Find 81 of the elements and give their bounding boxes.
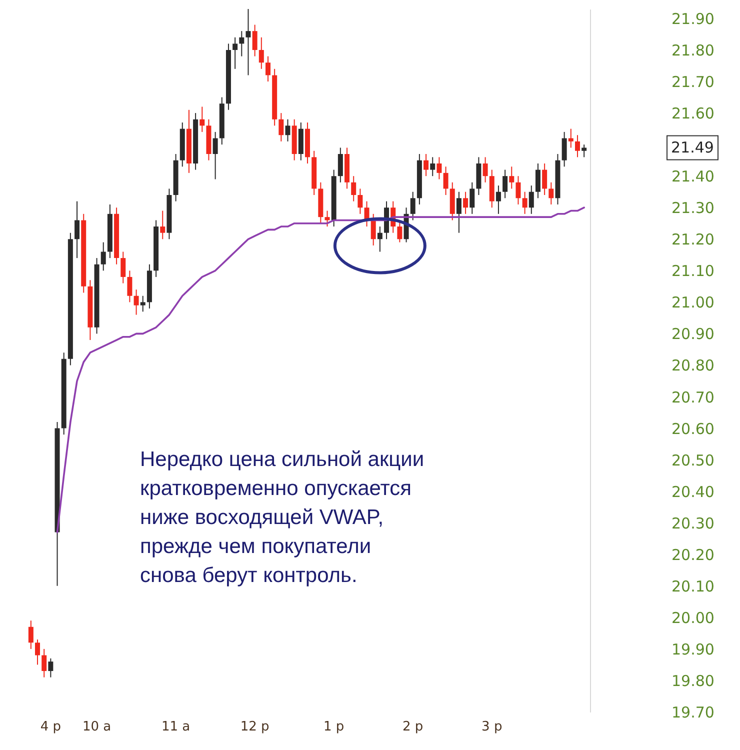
- candlestick: [74, 200, 80, 259]
- x-tick-label: 12 p: [240, 720, 270, 734]
- y-tick-label: 21.00: [672, 294, 714, 312]
- y-tick-label: 21.70: [672, 73, 714, 92]
- y-tick-label: 19.80: [672, 672, 714, 690]
- candlestick: [528, 185, 534, 214]
- y-tick-label: 21.60: [672, 104, 714, 123]
- y-tick-label: 19.70: [672, 704, 714, 722]
- candlestick: [542, 162, 548, 196]
- y-tick-label: 20.30: [672, 514, 714, 532]
- y-tick-label: 21.10: [672, 262, 714, 280]
- candlestick: [377, 226, 382, 252]
- candlestick: [140, 295, 146, 312]
- y-tick-label: 20.10: [672, 577, 714, 596]
- candlestick: [120, 251, 126, 284]
- candlestick: [35, 638, 40, 666]
- y-tick-label: 21.90: [672, 10, 714, 28]
- candlestick: [278, 112, 284, 142]
- candlestick: [482, 156, 488, 183]
- y-tick-label: 21.30: [672, 199, 714, 218]
- x-tick-label: 4 p: [40, 720, 62, 734]
- candlestick: [436, 156, 442, 180]
- candlestick: [496, 185, 501, 214]
- candlestick: [548, 182, 554, 205]
- candlestick: [516, 176, 521, 205]
- y-tick-label: 20.40: [672, 482, 714, 501]
- candlestick: [42, 648, 47, 678]
- y-tick-label: 20.20: [672, 546, 714, 564]
- x-tick-label: 3 p: [482, 720, 502, 734]
- candlestick: [358, 188, 363, 214]
- candlestick: [48, 658, 54, 678]
- candlestick: [232, 36, 238, 70]
- candlestick: [246, 8, 251, 76]
- candlestick: [443, 166, 448, 196]
- y-tick-label: 19.90: [672, 640, 714, 658]
- candlestick: [252, 24, 258, 57]
- candlestick: [463, 191, 468, 214]
- candlestick: [370, 213, 376, 246]
- candlestick: [160, 210, 166, 240]
- candlestick: [200, 106, 205, 132]
- y-tick-label: 20.90: [672, 325, 714, 344]
- x-tick-label: 10 a: [82, 720, 112, 734]
- candlestick: [582, 144, 587, 158]
- x-tick-label: 1 p: [324, 720, 344, 734]
- y-tick-label: 20.80: [672, 356, 714, 375]
- x-tick-label: 11 a: [161, 720, 190, 734]
- candlestick: [535, 162, 540, 199]
- candlestick: [470, 182, 475, 214]
- candlestick: [456, 191, 462, 234]
- y-tick-label: 20.60: [672, 420, 714, 438]
- candlestick: [134, 289, 139, 316]
- candlestick: [28, 620, 34, 650]
- text: 21.49: [671, 138, 714, 157]
- candlestick: [568, 128, 574, 148]
- y-tick-label: 20.70: [672, 388, 714, 406]
- y-tick-label: 20.00: [672, 608, 714, 627]
- candlestick: [509, 166, 514, 190]
- candlestick: [127, 270, 132, 303]
- candlestick: [522, 191, 528, 214]
- candlestick: [285, 118, 290, 142]
- annotation: Нередко цена сильной акции кратковременно опускается ниже восходящей VWAP, прежде чем покупатели снова берут контроль.: [140, 448, 424, 587]
- candlestick: [265, 56, 270, 82]
- candlestick: [239, 30, 244, 57]
- candlestick: [212, 131, 218, 180]
- candlestick: [574, 134, 580, 158]
- candlestick: [258, 36, 264, 70]
- y-tick-label: 20.50: [672, 451, 714, 470]
- candlestick: [562, 131, 567, 168]
- y-tick-label: 21.40: [672, 168, 714, 186]
- x-tick-label: 2 p: [402, 720, 424, 734]
- candlestick: [351, 176, 356, 202]
- y-tick-label: 21.80: [672, 41, 714, 60]
- candlestick: [338, 147, 343, 183]
- candlestick: [324, 210, 330, 228]
- line-series: [56, 206, 585, 534]
- candlestick: [502, 169, 508, 199]
- candlestick: [430, 156, 436, 177]
- candlestick: [424, 154, 429, 177]
- candlestick: [410, 191, 416, 221]
- candlestick: [100, 242, 106, 272]
- y-tick-label: 21.20: [672, 230, 714, 249]
